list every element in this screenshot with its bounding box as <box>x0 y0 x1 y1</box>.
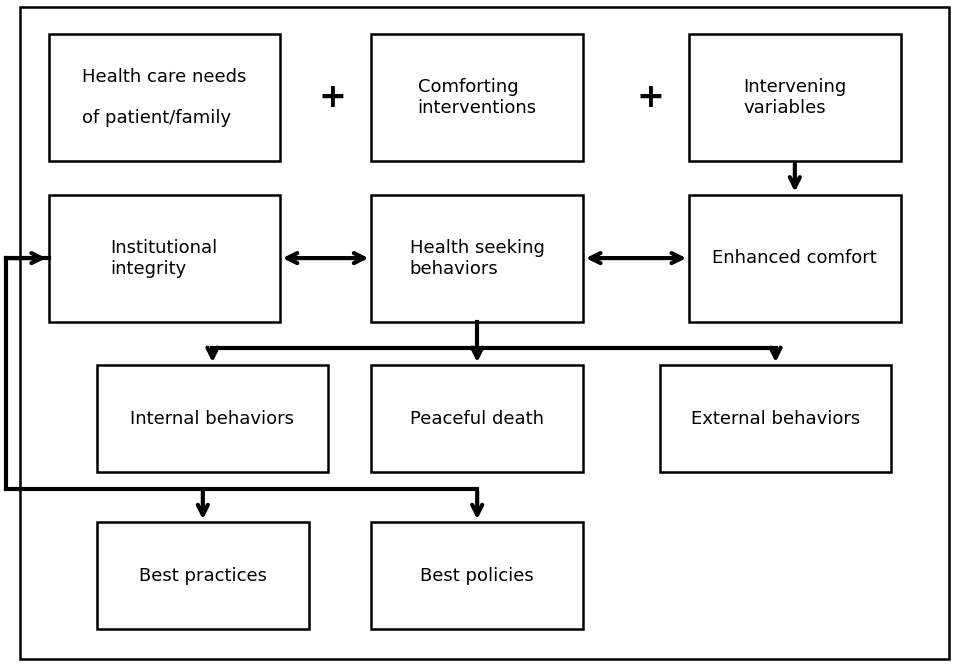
Text: +: + <box>636 81 664 114</box>
Text: Best practices: Best practices <box>139 567 267 585</box>
Bar <box>689 194 900 322</box>
Text: Comforting
interventions: Comforting interventions <box>417 78 537 117</box>
Bar <box>97 522 308 629</box>
Text: Enhanced comfort: Enhanced comfort <box>712 249 877 267</box>
Bar <box>689 34 900 161</box>
Text: Best policies: Best policies <box>420 567 534 585</box>
Bar <box>371 365 583 472</box>
Bar <box>49 34 280 161</box>
Text: Health care needs

of patient/family: Health care needs of patient/family <box>82 68 247 127</box>
Bar <box>97 365 328 472</box>
Text: Intervening
variables: Intervening variables <box>743 78 846 117</box>
Bar <box>49 194 280 322</box>
Bar <box>371 194 583 322</box>
Bar <box>371 522 583 629</box>
Bar <box>371 34 583 161</box>
Text: Internal behaviors: Internal behaviors <box>130 409 294 427</box>
Text: Institutional
integrity: Institutional integrity <box>111 239 218 277</box>
Text: Peaceful death: Peaceful death <box>411 409 545 427</box>
Text: +: + <box>319 81 347 114</box>
Text: Health seeking
behaviors: Health seeking behaviors <box>410 239 545 277</box>
Text: External behaviors: External behaviors <box>691 409 860 427</box>
Bar <box>660 365 891 472</box>
